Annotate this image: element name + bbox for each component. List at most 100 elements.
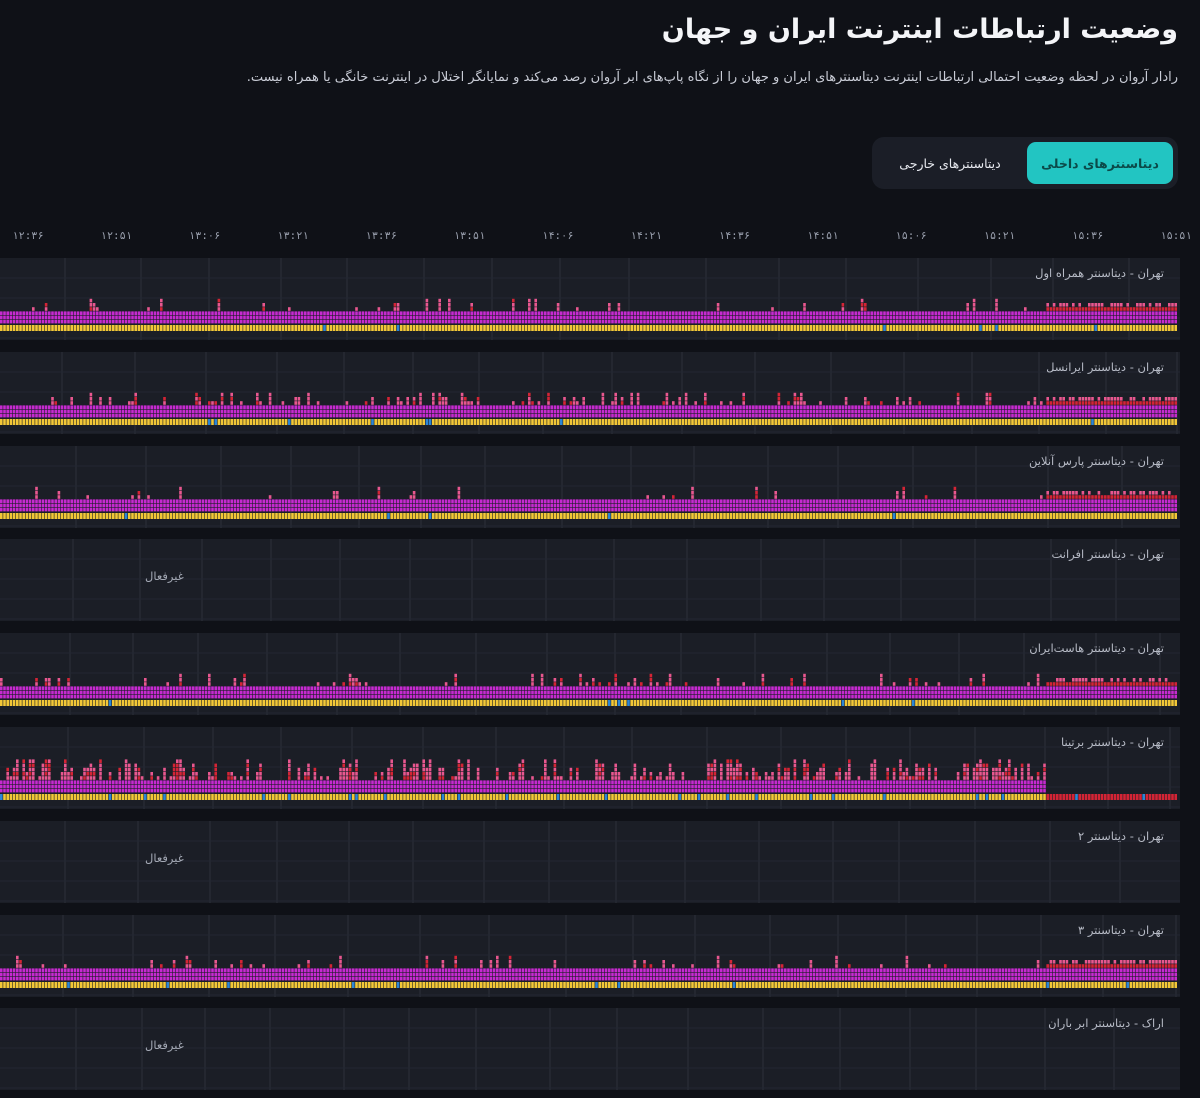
latency-cell — [668, 507, 672, 511]
time-tick: ۱۴:۰۶ — [542, 230, 574, 242]
latency-cell — [595, 498, 598, 503]
latency-cell — [284, 409, 288, 413]
latency-cell — [83, 325, 86, 331]
latency-cell — [844, 319, 848, 324]
latency-cell — [1129, 315, 1133, 320]
latency-cell — [838, 512, 841, 519]
latency-cell — [12, 409, 16, 413]
latency-cell — [585, 325, 589, 331]
latency-cell — [812, 315, 816, 320]
latency-cell — [595, 413, 598, 418]
latency-cell — [614, 311, 617, 315]
latency-cell — [204, 315, 208, 320]
latency-cell — [556, 498, 560, 503]
latency-cell — [1155, 490, 1158, 495]
latency-cell — [672, 325, 675, 331]
latency-cell — [588, 315, 592, 320]
latency-cell — [883, 512, 886, 519]
latency-cell — [790, 409, 793, 413]
datacenter-panel[interactable]: تهران - دیتاسنتر همراه اول — [0, 258, 1180, 340]
latency-cell — [332, 490, 336, 495]
latency-cell — [902, 503, 905, 507]
latency-cell — [617, 503, 621, 507]
latency-cell — [332, 494, 336, 499]
latency-cell — [1116, 311, 1120, 315]
latency-cell — [1088, 307, 1091, 311]
tab-internal-datacenters[interactable]: دیتاسنترهای داخلی — [1027, 142, 1173, 184]
latency-cell — [524, 409, 528, 413]
latency-cell — [419, 400, 422, 405]
latency-cell — [780, 498, 784, 503]
datacenter-panel[interactable]: تهران - دیتاسنتر پارس آنلاین — [0, 445, 1180, 528]
latency-cell — [288, 409, 291, 413]
latency-cell — [486, 409, 489, 413]
latency-cell — [70, 319, 73, 324]
latency-cell — [342, 315, 345, 320]
latency-cell — [982, 413, 985, 418]
latency-cell — [675, 311, 678, 315]
latency-cell — [409, 498, 413, 503]
latency-cell — [944, 311, 947, 315]
latency-cell — [678, 405, 681, 409]
latency-cell — [822, 311, 825, 315]
latency-cell — [1046, 507, 1049, 511]
latency-cell — [1072, 315, 1075, 320]
latency-cell — [560, 418, 563, 425]
latency-cell — [512, 298, 515, 303]
latency-cell — [1171, 319, 1174, 324]
latency-cell — [86, 418, 89, 425]
latency-cell — [1059, 311, 1062, 315]
latency-cell — [825, 503, 829, 507]
latency-cell — [752, 512, 755, 519]
latency-cell — [358, 311, 361, 315]
latency-cell — [0, 507, 3, 511]
latency-cell — [860, 503, 864, 507]
tab-external-datacenters[interactable]: دیتاسنترهای خارجی — [899, 155, 1001, 171]
latency-cell — [732, 413, 736, 418]
latency-cell — [364, 405, 368, 409]
latency-cell — [160, 405, 163, 409]
latency-cell — [268, 418, 272, 425]
latency-cell — [675, 507, 678, 511]
latency-cell — [960, 325, 963, 331]
latency-cell — [873, 405, 877, 409]
latency-cell — [553, 409, 557, 413]
latency-cell — [1033, 400, 1037, 405]
latency-cell — [499, 418, 502, 425]
latency-cell — [992, 311, 995, 315]
latency-cell — [1059, 494, 1062, 499]
latency-cell — [1168, 413, 1171, 418]
latency-cell — [774, 409, 777, 413]
latency-cell — [0, 413, 3, 418]
latency-cell — [166, 319, 169, 324]
latency-cell — [22, 325, 25, 331]
latency-cell — [505, 325, 509, 331]
latency-cell — [464, 325, 467, 331]
latency-cell — [156, 325, 160, 331]
latency-cell — [1033, 409, 1037, 413]
latency-cell — [1017, 413, 1021, 418]
latency-cell — [694, 409, 697, 413]
latency-cell — [995, 303, 998, 307]
latency-cell — [22, 409, 25, 413]
latency-cell — [560, 311, 563, 315]
latency-cell — [1123, 418, 1126, 425]
latency-cell — [310, 498, 313, 503]
latency-cell — [195, 498, 198, 503]
latency-cell — [963, 512, 966, 519]
latency-cell — [601, 418, 605, 425]
latency-cell — [352, 418, 355, 425]
latency-cell — [220, 315, 224, 320]
latency-cell — [870, 498, 873, 503]
latency-cell — [563, 409, 566, 413]
latency-cell — [476, 418, 480, 425]
latency-cell — [643, 319, 646, 324]
datacenter-panel[interactable]: تهران - دیتاسنتر ایرانسل — [0, 351, 1180, 434]
latency-cell — [336, 503, 339, 507]
latency-cell — [720, 325, 723, 331]
latency-cell — [1158, 325, 1161, 331]
latency-cell — [128, 400, 131, 405]
latency-cell — [1065, 512, 1069, 519]
latency-cell — [192, 409, 195, 413]
latency-cell — [1094, 405, 1097, 409]
